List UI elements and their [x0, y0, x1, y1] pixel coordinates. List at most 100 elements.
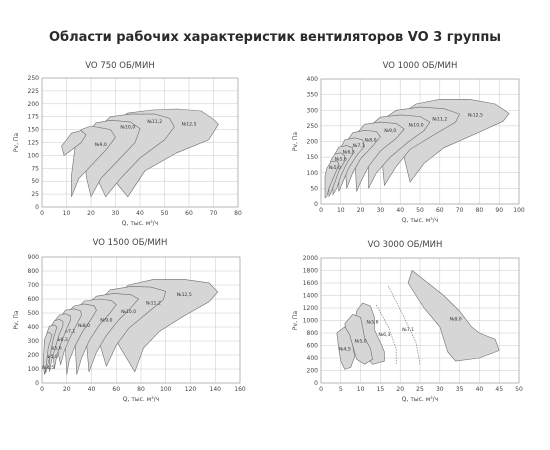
- y-tick-label: 400: [307, 76, 319, 83]
- y-tick-label: 125: [28, 140, 40, 147]
- x-tick-label: 10: [337, 207, 345, 214]
- region-label: №11,2: [432, 116, 447, 122]
- x-tick-label: 80: [476, 207, 484, 214]
- region-label: №7,1: [402, 327, 414, 333]
- region-label: №5,6: [50, 345, 62, 351]
- region-label: №8,0: [450, 317, 462, 323]
- y-tick-label: 50: [31, 178, 39, 185]
- x-tick-label: 40: [88, 386, 96, 393]
- chart-2: VO 1000 ОБ/МИН 0 10 20 30 40 50 60 70 80 90 100 0 50 1…: [292, 61, 525, 224]
- region-label: №5,0: [329, 165, 341, 171]
- x-axis-label: Q, тыс. м³/ч: [122, 220, 158, 227]
- region-label: №9,0: [95, 142, 107, 148]
- operating-region: [324, 160, 340, 199]
- y-tick-label: 0: [314, 380, 318, 387]
- region-label: №7,1: [353, 143, 365, 149]
- operating-region: [61, 130, 87, 156]
- y-tick-label: 200: [28, 352, 40, 359]
- x-tick-label: 50: [515, 386, 523, 393]
- plot-frame: [41, 256, 241, 384]
- x-tick-label: 30: [377, 207, 385, 214]
- x-tick-label: 0: [319, 207, 323, 214]
- x-tick-label: 60: [185, 210, 193, 217]
- x-tick-label: 70: [456, 207, 464, 214]
- x-tick-label: 80: [137, 386, 145, 393]
- y-tick-label: 700: [28, 282, 40, 289]
- y-axis-label: Pv, Па: [292, 311, 299, 330]
- y-tick-label: 800: [307, 330, 319, 337]
- x-tick-label: 25: [416, 386, 424, 393]
- y-tick-label: 225: [28, 88, 40, 95]
- chart-1: VO 750 ОБ/МИН 0 10 20 30 40 50 60 70 80 0 25 50 75 100…: [13, 61, 242, 227]
- x-axis-label: Q, тыс. м³/ч: [123, 396, 159, 403]
- region-label: №8,0: [78, 323, 90, 329]
- y-tick-label: 2000: [303, 255, 318, 262]
- y-tick-label: 100: [307, 170, 319, 177]
- y-tick-label: 0: [35, 204, 39, 211]
- chart-title: VO 1500 ОБ/МИН: [93, 238, 168, 248]
- y-tick-label: 400: [28, 324, 40, 331]
- region-label: №12,5: [181, 121, 196, 127]
- y-tick-label: 0: [35, 380, 39, 387]
- y-tick-label: 0: [314, 201, 318, 208]
- x-tick-label: 90: [495, 207, 503, 214]
- chart-3: VO 1500 ОБ/МИН 0 20 40 60 80 100 120 140 160 0 100 2…: [13, 238, 246, 403]
- y-tick-label: 1200: [303, 305, 318, 312]
- x-axis-label: Q, тыс. м³/ч: [402, 217, 438, 224]
- y-tick-label: 500: [28, 310, 40, 317]
- y-tick-label: 1600: [303, 280, 318, 287]
- x-tick-label: 45: [495, 386, 503, 393]
- y-tick-label: 75: [31, 165, 39, 172]
- chart-title: VO 1000 ОБ/МИН: [383, 61, 458, 71]
- region-boundary: [388, 285, 421, 365]
- region-label: №6,3: [378, 332, 390, 338]
- region-label: №9,0: [384, 128, 396, 134]
- region-boundary: [376, 304, 397, 365]
- operating-region: [407, 269, 500, 362]
- x-tick-label: 0: [319, 386, 323, 393]
- x-tick-label: 70: [210, 210, 218, 217]
- y-tick-label: 200: [28, 101, 40, 108]
- x-tick-label: 160: [234, 386, 246, 393]
- region-label: №5,0: [46, 354, 58, 360]
- region-label: №11,2: [146, 301, 161, 307]
- region-label: №10,0: [121, 309, 136, 315]
- region-label: №10,0: [409, 123, 424, 129]
- x-tick-label: 80: [234, 210, 242, 217]
- region-label: №6,3: [56, 337, 68, 343]
- x-tick-label: 20: [63, 386, 71, 393]
- y-tick-label: 200: [307, 368, 319, 375]
- y-tick-label: 25: [31, 191, 39, 198]
- x-tick-label: 35: [456, 386, 464, 393]
- x-tick-label: 50: [161, 210, 169, 217]
- x-tick-label: 40: [396, 207, 404, 214]
- y-tick-label: 400: [307, 355, 319, 362]
- chart-4: VO 3000 ОБ/МИН 0 5 10 15 20 25 30 35 40 45 50 0 200 40…: [292, 240, 523, 403]
- x-tick-label: 0: [40, 210, 44, 217]
- region-label: №11,2: [147, 119, 162, 125]
- y-tick-label: 900: [28, 254, 40, 261]
- x-tick-label: 20: [357, 207, 365, 214]
- x-tick-label: 60: [436, 207, 444, 214]
- region-label: №5,0: [355, 338, 367, 344]
- y-tick-label: 600: [307, 343, 319, 350]
- region-label: №10,0: [120, 125, 135, 131]
- y-tick-label: 100: [28, 366, 40, 373]
- region-label: №5,6: [335, 156, 347, 162]
- x-tick-label: 50: [416, 207, 424, 214]
- y-tick-label: 600: [28, 296, 40, 303]
- y-tick-label: 200: [307, 139, 319, 146]
- y-tick-label: 250: [28, 75, 40, 82]
- y-tick-label: 1800: [303, 268, 318, 275]
- region-label: №8,0: [364, 138, 376, 144]
- x-tick-label: 20: [87, 210, 95, 217]
- operating-region: [71, 125, 116, 197]
- y-axis-label: Pv, Па: [13, 310, 20, 329]
- x-tick-label: 120: [185, 386, 197, 393]
- plot-frame: [320, 257, 520, 384]
- x-tick-label: 100: [160, 386, 172, 393]
- y-tick-label: 50: [310, 185, 318, 192]
- y-tick-label: 150: [28, 127, 40, 134]
